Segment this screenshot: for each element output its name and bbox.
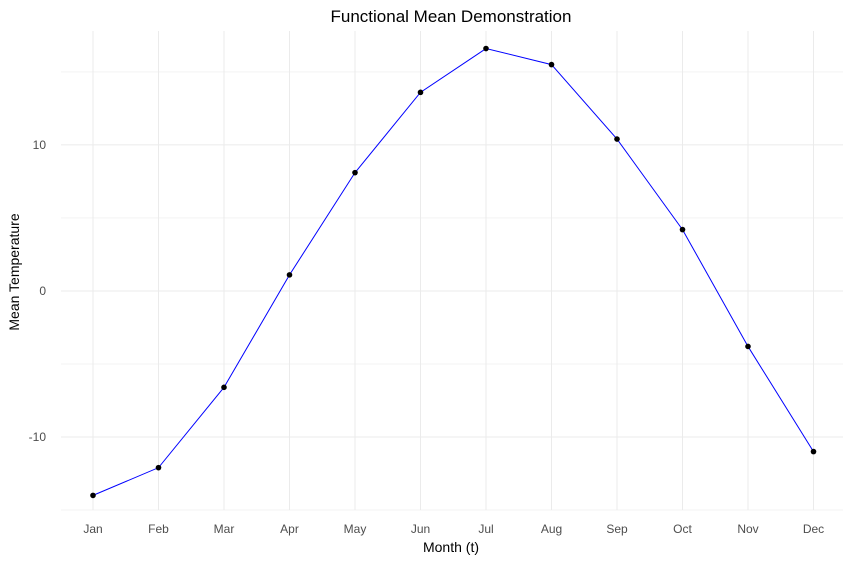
x-tick-label: Aug (541, 522, 562, 536)
x-tick-label: Jun (411, 522, 430, 536)
data-point (155, 464, 162, 471)
x-tick-label: Nov (737, 522, 758, 536)
grid (61, 31, 843, 511)
data-point (417, 89, 424, 96)
x-tick-label: Sep (606, 522, 628, 536)
x-tick-label: May (344, 522, 367, 536)
x-tick-label: Jul (478, 522, 493, 536)
data-point (548, 61, 555, 68)
data-point (352, 169, 358, 176)
data-point (483, 45, 489, 52)
series-line (92, 47, 814, 496)
y-axis-title: Mean Temperature (6, 213, 22, 330)
data-point (810, 448, 817, 455)
data-point (286, 272, 293, 278)
x-tick-label: Dec (803, 522, 824, 536)
y-axis-ticks: -10 0 10 (29, 138, 47, 444)
data-point (745, 343, 751, 350)
x-tick-label: Feb (148, 522, 169, 536)
y-tick-label: -10 (29, 430, 47, 444)
series-layer (90, 45, 817, 499)
data-point (221, 384, 227, 391)
x-tick-label: Jan (83, 522, 102, 536)
chart-title: Functional Mean Demonstration (331, 7, 572, 26)
x-tick-label: Oct (673, 522, 692, 536)
x-axis-title: Month (t) (423, 539, 479, 555)
data-point (679, 226, 686, 233)
x-axis-ticks: Jan Feb Mar Apr May Jun Jul Aug Sep Oct Nov Dec (83, 522, 824, 536)
data-point (90, 492, 96, 499)
y-tick-label: 10 (33, 138, 47, 152)
data-point (614, 136, 620, 142)
x-tick-label: Mar (214, 522, 235, 536)
x-tick-label: Apr (280, 522, 299, 536)
y-tick-label: 0 (39, 284, 46, 298)
